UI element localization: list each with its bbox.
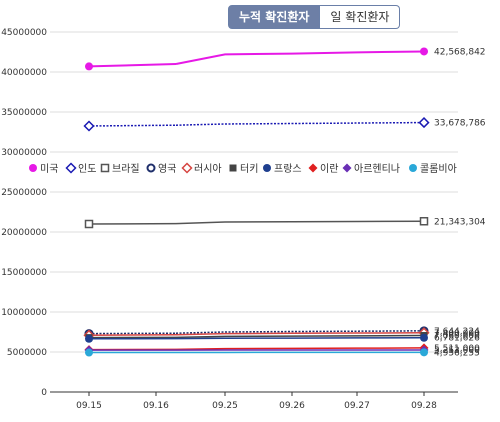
legend-label: 아르헨티나 [354, 163, 400, 175]
legend-item[interactable]: 영국 [146, 163, 177, 175]
series-line-segment [175, 330, 425, 334]
end-value-label: 42,568,842 [434, 47, 486, 57]
tab-daily-cases[interactable]: 일 확진환자 [320, 5, 401, 29]
y-tick-label: 5000000 [7, 348, 47, 358]
x-tick-label: 09.25 [212, 401, 238, 411]
legend-label: 이란 [320, 163, 338, 175]
series-2 [84, 217, 429, 229]
x-tick-label: 09.26 [279, 401, 305, 411]
legend-item[interactable]: 프랑스 [263, 163, 302, 175]
legend-label: 프랑스 [274, 163, 302, 175]
series-6 [85, 333, 428, 343]
legend-item[interactable]: 아르헨티나 [342, 163, 401, 175]
y-tick-label: 10000000 [1, 308, 47, 318]
series-line-segment [175, 334, 425, 339]
end-value-label: 5,511,000 [434, 344, 480, 354]
y-tick-label: 25000000 [1, 188, 47, 198]
end-value-label: 7,644,224 [434, 327, 480, 337]
legend-marker [409, 164, 417, 172]
end-value-label: 7,060,000 [434, 332, 480, 342]
legend-label: 러시아 [194, 163, 222, 175]
data-point-marker [85, 62, 93, 71]
legend-item[interactable]: 콜롬비아 [409, 163, 457, 175]
legend-item[interactable]: 터키 [229, 163, 259, 175]
legend-item[interactable]: 인도 [65, 162, 97, 175]
data-point-marker [420, 348, 428, 357]
series-line-segment [175, 50, 425, 65]
y-tick-label: 40000000 [1, 68, 47, 78]
y-axis: 0 5000000 10000000 15000000 20000000 25000000… [1, 28, 47, 398]
end-value-label: 5,253,000 [434, 346, 480, 356]
view-toggle: 누적 확진환자 일 확진환자 [228, 5, 401, 29]
legend-label: 미국 [40, 163, 58, 175]
data-point-marker [418, 117, 430, 129]
data-point-marker [420, 333, 428, 342]
legend-background [28, 158, 468, 178]
series-line-segment [88, 63, 177, 68]
legend-marker [263, 164, 271, 172]
end-value-label: 33,678,786 [434, 119, 486, 129]
series-line-segment [175, 336, 425, 340]
y-tick-label: 0 [41, 388, 47, 398]
legend-label: 터키 [240, 163, 258, 175]
series-1 [83, 117, 430, 132]
end-value-label: 21,343,304 [434, 217, 486, 227]
y-tick-label: 30000000 [1, 148, 47, 158]
x-tick-label: 09.16 [143, 401, 169, 411]
series-line-segment [175, 347, 425, 351]
legend-item[interactable]: 브라질 [100, 163, 140, 175]
legend-marker [308, 163, 318, 173]
series-line-segment [88, 124, 177, 127]
data-point-marker [419, 217, 429, 226]
y-tick-label: 45000000 [1, 28, 47, 38]
legend-label: 인도 [78, 163, 96, 175]
data-point-marker [83, 120, 95, 132]
legend-item[interactable]: 미국 [29, 163, 58, 175]
data-point-marker [420, 47, 428, 56]
tab-cumulative-cases[interactable]: 누적 확진환자 [228, 5, 321, 29]
series-0 [85, 47, 428, 71]
legend-marker [181, 162, 193, 174]
data-point-marker [84, 219, 94, 229]
end-value-label: 6,781,626 [434, 334, 480, 344]
legend-marker [229, 164, 237, 172]
series-line-segment [175, 220, 425, 225]
series-9 [85, 348, 428, 357]
y-tick-label: 20000000 [1, 228, 47, 238]
legend-label: 영국 [158, 163, 176, 175]
legend-item[interactable]: 이란 [308, 163, 339, 175]
series-line-segment [175, 332, 425, 336]
end-labels: 42,568,842 33,678,786 21,343,304 7,644,2247… [434, 47, 486, 358]
legend-marker [65, 162, 77, 174]
x-tick-label: 09.28 [411, 401, 437, 411]
y-tick-label: 15000000 [1, 268, 47, 278]
data-point-marker [85, 348, 93, 357]
series-line-segment [175, 121, 425, 126]
legend: 미국 인도 브라질 영국 러시아 터키 프랑스 이란 아르헨티나 콜롬비아 [29, 162, 457, 175]
legend-label: 브라질 [112, 163, 140, 175]
data-point-marker [85, 334, 93, 343]
legend-label: 콜롬비아 [420, 163, 457, 175]
x-tick-label: 09.15 [76, 401, 102, 411]
legend-marker [100, 163, 110, 173]
series-lines [83, 47, 430, 357]
x-tick-label: 09.27 [344, 401, 370, 411]
end-value-label: 4,956,255 [434, 348, 480, 358]
end-value-label: 7,400,000 [434, 329, 480, 339]
y-tick-label: 35000000 [1, 108, 47, 118]
legend-marker [146, 163, 156, 173]
legend-item[interactable]: 러시아 [181, 162, 222, 175]
legend-marker [342, 163, 352, 173]
x-axis: 09.15 09.16 09.25 09.26 09.27 09.28 [50, 391, 458, 411]
legend-marker [29, 164, 37, 172]
